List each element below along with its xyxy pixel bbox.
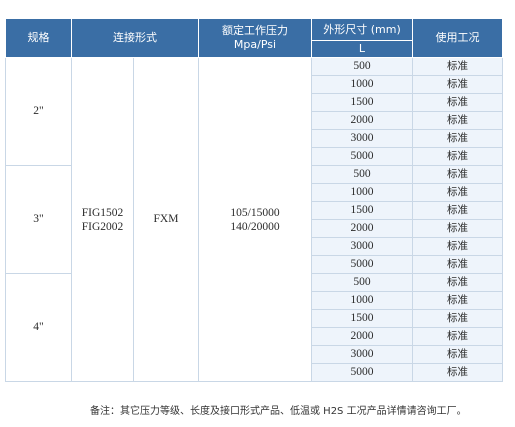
connection-code: FIG1502 [81,206,124,219]
header-connection: 连接形式 [71,18,199,58]
length-cell: 500 [311,273,413,292]
condition-cell: 标准 [412,183,503,202]
condition-cell: 标准 [412,237,503,256]
condition-cell: 标准 [412,93,503,112]
condition-cell: 标准 [412,165,503,184]
table-row: 1000 标准 [6,183,503,202]
header-size: 规格 [5,18,72,58]
length-cell: 5000 [311,147,413,166]
spec-table-body: 2" FIG1502 FIG2002 FXM 105/15000 140/20000 500… [5,57,503,382]
condition-cell: 标准 [412,129,503,148]
length-cell: 1000 [311,75,413,94]
pressure-cell: 105/15000 140/20000 [198,57,312,382]
table-row: 3" 500 标准 [5,165,503,274]
connection-type-cell: FXM [133,57,199,382]
condition-cell: 标准 [412,219,503,238]
condition-cell: 标准 [412,327,503,346]
length-cell: 1500 [311,201,413,220]
condition-cell: 标准 [412,363,503,382]
length-cell: 5000 [311,363,413,382]
condition-cell: 标准 [412,111,503,130]
table-row: 3000 标准 [6,345,503,364]
length-cell: 2000 [311,111,413,130]
length-cell: 1500 [311,93,413,112]
table-row: 1000 标准 [6,75,503,94]
table-row: 2000 标准 [6,111,503,130]
length-cell: 1500 [311,309,413,328]
table-row: 2" FIG1502 FIG2002 FXM 105/15000 140/20000 500… [5,57,503,382]
condition-cell: 标准 [412,291,503,310]
length-cell: 5000 [311,255,413,274]
condition-cell: 标准 [412,75,503,94]
table-row: 2000 标准 [6,327,503,346]
length-cell: 2000 [311,219,413,238]
table-row: 1500 标准 [6,201,503,220]
length-cell: 3000 [311,345,413,364]
table-row: 1000 标准 [6,291,503,310]
length-cell: 1000 [311,183,413,202]
connection-code-cell: FIG1502 FIG2002 [71,57,134,382]
condition-cell: 标准 [412,147,503,166]
table-row: 1500 标准 [6,309,503,328]
header-pressure: 额定工作压力 Mpa/Psi [198,18,312,58]
condition-cell: 标准 [412,345,503,364]
header-pressure-unit: Mpa/Psi [233,38,277,51]
condition-cell: 标准 [412,309,503,328]
header-condition: 使用工况 [412,18,503,58]
length-cell: 500 [311,165,413,184]
length-cell: 500 [311,57,413,76]
spec-table-wrapper: 规格 连接形式 额定工作压力 Mpa/Psi 外形尺寸 (mm) 使用工况 L … [5,18,503,382]
length-cell: 1000 [311,291,413,310]
header-dimension-sub: L [311,40,413,58]
spec-table: 规格 连接形式 额定工作压力 Mpa/Psi 外形尺寸 (mm) 使用工况 L … [5,18,503,382]
table-row: 2000 标准 [6,219,503,238]
header-dimension: 外形尺寸 (mm) [311,18,413,41]
size-cell: 4" [5,273,72,382]
size-cell: 2" [5,57,72,166]
condition-cell: 标准 [412,273,503,292]
condition-cell: 标准 [412,201,503,220]
length-cell: 3000 [311,129,413,148]
table-row: 3000 标准 [6,237,503,256]
size-cell: 3" [5,165,72,274]
pressure-value: 140/20000 [230,220,280,233]
condition-cell: 标准 [412,255,503,274]
table-row: 5000 标准 [6,363,503,382]
connection-code: FIG2002 [81,220,124,233]
table-row: 4" 500 标准 [5,273,503,382]
footnote: 备注：其它压力等级、长度及接口形式产品、低温或 H2S 工况产品详情请咨询工厂。 [90,406,467,417]
pressure-value: 105/15000 [230,206,280,219]
table-row: 5000 标准 [6,147,503,166]
table-row: 1500 标准 [6,93,503,112]
condition-cell: 标准 [412,57,503,76]
length-cell: 3000 [311,237,413,256]
header-pressure-label: 额定工作压力 [222,24,288,37]
length-cell: 2000 [311,327,413,346]
table-row: 5000 标准 [6,255,503,274]
